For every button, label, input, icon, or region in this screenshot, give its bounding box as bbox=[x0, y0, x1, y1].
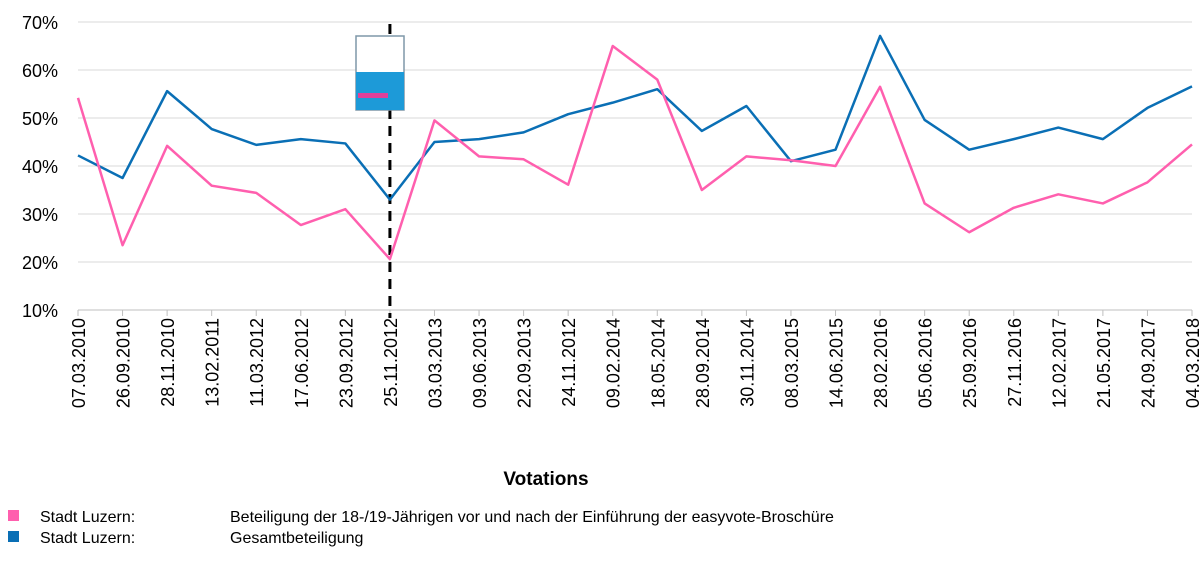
legend-label: Beteiligung der 18-/19-Jährigen vor und … bbox=[230, 509, 834, 526]
x-tick-label: 22.09.2013 bbox=[515, 318, 535, 408]
legend-group: Stadt Luzern: bbox=[40, 509, 135, 526]
y-tick-label: 50% bbox=[22, 109, 58, 129]
x-tick-label: 09.02.2014 bbox=[604, 318, 624, 408]
y-tick-label: 10% bbox=[22, 301, 58, 321]
x-tick-label: 13.02.2011 bbox=[203, 318, 223, 407]
x-tick-label: 25.09.2016 bbox=[960, 318, 980, 408]
chart: Votations 10% 20% 30% 40% 50% 60% 70% 07.03.201… bbox=[0, 0, 1204, 562]
brochure-icon-stripe bbox=[358, 93, 388, 98]
legend-swatch bbox=[8, 531, 19, 542]
y-tick-label: 60% bbox=[22, 61, 58, 81]
x-tick-label: 04.03.2018 bbox=[1183, 318, 1203, 408]
x-tick-label: 28.02.2016 bbox=[871, 318, 891, 408]
x-tick-label: 07.03.2010 bbox=[69, 318, 89, 408]
x-tick-label: 24.11.2012 bbox=[559, 318, 579, 407]
x-tick-label: 09.06.2013 bbox=[470, 318, 490, 408]
legend-swatch bbox=[8, 510, 19, 521]
x-tick-label: 03.03.2013 bbox=[425, 318, 445, 408]
x-axis-title: Votations bbox=[503, 469, 588, 490]
x-tick-label: 05.06.2016 bbox=[916, 318, 936, 408]
x-tick-label: 26.09.2010 bbox=[114, 318, 134, 408]
x-tick-label: 21.05.2017 bbox=[1094, 318, 1114, 408]
x-tick-label: 14.06.2015 bbox=[827, 318, 847, 408]
x-tick-label: 12.02.2017 bbox=[1049, 318, 1069, 408]
x-tick-label: 24.09.2017 bbox=[1138, 318, 1158, 408]
y-tick-label: 40% bbox=[22, 157, 58, 177]
legend-group: Stadt Luzern: bbox=[40, 530, 135, 547]
x-tick-label: 11.03.2012 bbox=[247, 318, 267, 407]
y-tick-label: 30% bbox=[22, 205, 58, 225]
x-tick-label: 25.11.2012 bbox=[381, 318, 401, 407]
x-tick-label: 08.03.2015 bbox=[782, 318, 802, 408]
y-tick-label: 70% bbox=[22, 13, 58, 33]
x-tick-label: 17.06.2012 bbox=[292, 318, 312, 408]
x-tick-label: 23.09.2012 bbox=[336, 318, 356, 408]
x-tick-label: 28.09.2014 bbox=[693, 318, 713, 408]
brochure-icon-band bbox=[356, 72, 404, 110]
y-tick-label: 20% bbox=[22, 253, 58, 273]
x-tick-label: 18.05.2014 bbox=[648, 318, 668, 408]
x-tick-label: 28.11.2010 bbox=[158, 318, 178, 407]
legend-label: Gesamtbeteiligung bbox=[230, 530, 363, 547]
x-tick-label: 30.11.2014 bbox=[737, 318, 757, 407]
x-tick-label: 27.11.2016 bbox=[1005, 318, 1025, 407]
series-line bbox=[78, 46, 1192, 259]
